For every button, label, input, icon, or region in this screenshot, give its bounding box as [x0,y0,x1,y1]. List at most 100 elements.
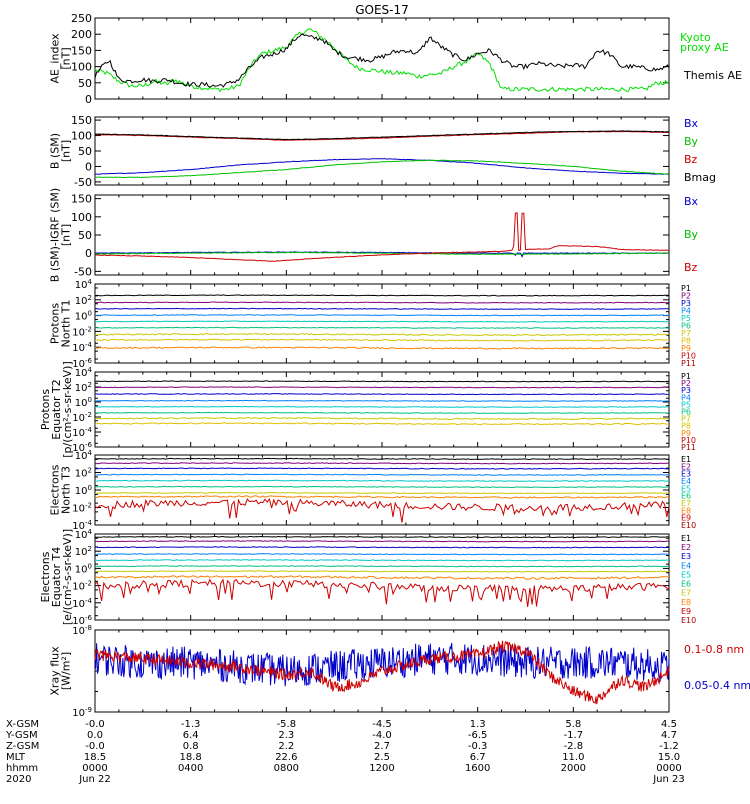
y-tick-label: 150 [71,114,92,127]
series-line [95,412,669,413]
y-tick-label: 200 [71,28,92,41]
legend-entry: E7 [681,589,691,598]
xaxis-value: 4.5 [661,719,677,730]
xaxis-value: -1.3 [181,719,201,730]
series-line [95,34,669,87]
series-line [95,493,669,494]
series-line [95,458,669,459]
xaxis-value: -1.2 [659,741,679,752]
y-tick-label: -50 [74,176,92,189]
legend-entry: P11 [681,359,696,368]
legend-entry: Bmag [684,171,716,184]
xaxis-value: 1200 [369,763,394,774]
y-tick-label: 10-2 [72,502,92,515]
series-line [95,381,669,382]
xaxis-value: 0.8 [183,741,199,752]
series-line [95,554,669,555]
y-tick-label: 0 [85,247,92,260]
series-line [95,321,669,322]
xaxis-value: 5.8 [565,719,581,730]
y-tick-label: 102 [75,294,92,307]
legend-entry: E9 [681,607,691,616]
series-line [95,315,669,316]
legend-entry: E4 [681,561,691,570]
series-line [95,160,669,177]
y-tick-label: -50 [74,265,92,278]
panel-frame [95,117,669,185]
y-tick-label: 102 [75,381,92,394]
xaxis-value: 0000 [656,763,681,774]
legend-entry: E10 [681,616,696,625]
y-tick-label: 104 [75,278,93,291]
y-tick-label: 50 [78,77,92,90]
xaxis-row-label: Z-GSM [6,741,39,752]
y-tick-label: 10-8 [72,624,92,637]
y-tick-label: 100 [75,484,92,497]
series-line [95,463,669,464]
legend-entry: E1 [681,534,691,543]
series-line [95,302,669,303]
legend-entry: By [684,135,699,148]
xaxis-value: -5.8 [277,719,297,730]
y-tick-label: 0 [85,93,92,106]
legend-entry: Bx [684,195,699,208]
xaxis-value: 0800 [274,763,299,774]
xaxis-value: -2.8 [564,741,584,752]
xaxis-value: Jun 23 [652,774,685,785]
series-line [95,423,669,425]
y-tick-label: 10-2 [72,580,92,593]
y-tick-label: 10-4 [72,341,92,354]
legend-entry: E8 [681,598,691,607]
series-line [95,400,669,401]
panel-frame [95,455,669,525]
legend-entry: E5 [681,570,691,579]
y-axis-label: North T1 [60,300,73,348]
y-axis-label: [nT] [60,47,73,69]
y-tick-label: 10-9 [72,706,92,719]
series-line [95,547,669,548]
xaxis-value: 2000 [561,763,586,774]
xaxis-value: 2.5 [374,752,390,763]
series-line [95,537,669,538]
legend-entry: P11 [681,443,696,452]
series-line [95,474,669,475]
y-axis-label: [e/(cm²-s-sr-keV)] [61,529,74,625]
xaxis-value: 4.7 [661,730,677,741]
legend-entry: Bz [684,261,698,274]
xaxis-value: -0.0 [85,741,105,752]
xaxis-row-label: MLT [6,752,26,763]
xaxis-value: -0.3 [468,741,488,752]
y-tick-label: 100 [75,396,92,409]
series-line [95,486,669,487]
series-line [95,560,669,561]
series-line [95,418,669,420]
legend-entry: By [684,228,699,241]
y-tick-label: 100 [75,310,92,323]
y-axis-label: [nT] [60,224,73,246]
xaxis-value: 2.2 [278,741,294,752]
y-tick-label: 100 [71,61,92,74]
series-line [95,480,669,481]
xaxis-value: 6.4 [183,730,199,741]
series-line [95,29,669,92]
series-line [95,496,669,498]
legend-entry: Bz [684,153,698,166]
y-tick-label: 100 [75,562,92,575]
chart-title: GOES-17 [355,3,409,17]
xaxis-value: Jun 22 [78,774,111,785]
xaxis-value: 2.7 [374,741,390,752]
xaxis-value: 11.0 [562,752,584,763]
xaxis-value: 15.0 [658,752,680,763]
y-tick-label: 100 [71,211,92,224]
series-line [95,387,669,388]
xaxis-value: -6.5 [468,730,488,741]
y-tick-label: 104 [75,449,93,462]
legend-entry: Themis AE [683,69,742,82]
y-tick-label: 10-2 [72,325,92,338]
y-axis-label: North T3 [60,466,73,514]
xaxis-value: -4.0 [372,730,392,741]
